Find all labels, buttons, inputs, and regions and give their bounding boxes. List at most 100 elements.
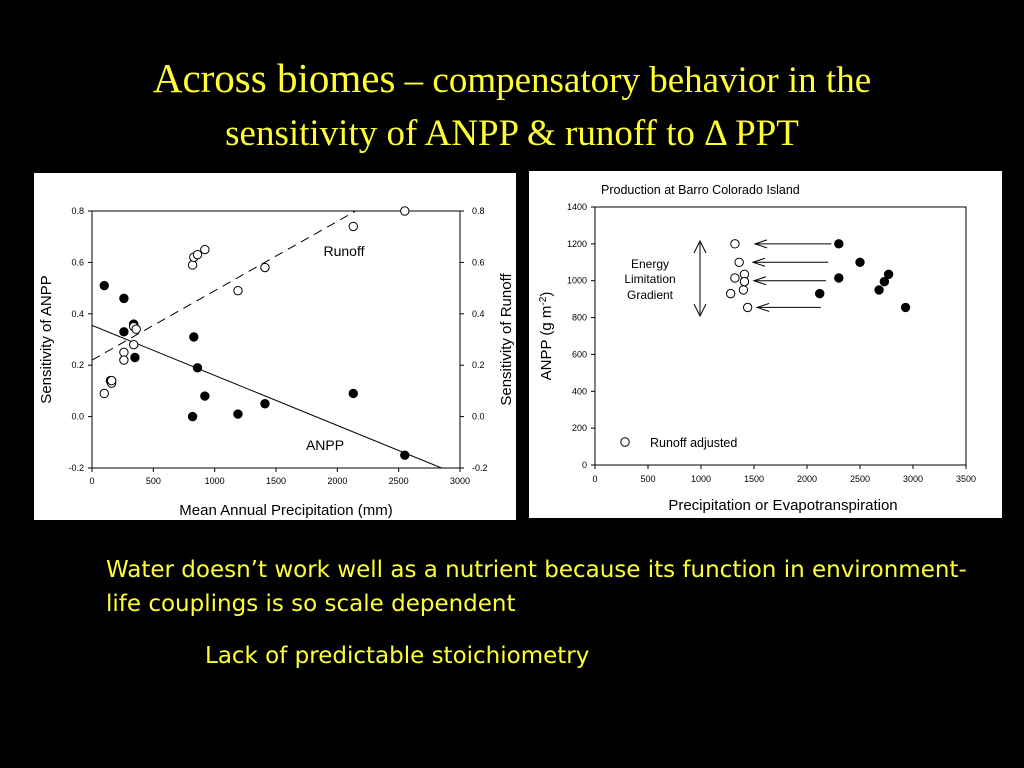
point-runoff-adjusted: [739, 276, 750, 287]
x-tick-label: 3000: [450, 476, 470, 486]
y-tick-label: 0.6: [71, 257, 84, 267]
point-anpp: [200, 391, 210, 401]
x-tick-label: 1500: [266, 476, 286, 486]
x-tick-label: 500: [640, 474, 655, 484]
point-anpp: [187, 411, 198, 422]
point-runoff: [400, 206, 410, 216]
shift-arrow-head: [755, 302, 770, 312]
point-runoff-adjusted: [742, 302, 753, 313]
x-tick-label: 2500: [389, 476, 409, 486]
point-runoff: [348, 221, 358, 232]
x-tick-label: 0: [592, 474, 597, 484]
x-tick-label: 3500: [956, 474, 976, 484]
x-tick-label: 3000: [903, 474, 923, 484]
legend-label: Runoff adjusted: [650, 436, 737, 450]
shift-arrow-head: [752, 276, 767, 286]
y-tick-label: 200: [572, 423, 587, 433]
y-tick-label: 1400: [567, 202, 587, 212]
y2-tick-label: -0.2: [472, 463, 488, 473]
point-runoff: [187, 260, 198, 270]
scale-dependence-text: Water doesn’t work well as a nutrient be…: [106, 557, 967, 617]
point-runoff: [200, 244, 210, 255]
y2-tick-label: 0.6: [472, 257, 485, 267]
y-tick-label: 0.4: [71, 309, 84, 319]
point-runoff-adjusted: [730, 273, 740, 283]
annotation-line-2: Limitation: [624, 272, 675, 286]
point-anpp: [233, 409, 243, 419]
y2-tick-label: 0.0: [472, 412, 485, 422]
point-runoff-adjusted: [734, 257, 744, 267]
plot-area: [92, 211, 442, 468]
x-tick-label: 2500: [850, 474, 870, 484]
y-tick-label: 800: [572, 313, 587, 323]
chart-title: Production at Barro Colorado Island: [601, 183, 800, 197]
title-continuation: – compensatory behavior in the: [395, 60, 872, 101]
point-observed: [879, 276, 890, 287]
title-line-2: sensitivity of ANPP & runoff to Δ PPT: [225, 113, 799, 154]
point-runoff: [119, 347, 129, 358]
point-runoff: [233, 285, 243, 296]
title-line-1: Across biomes – compensatory behavior in…: [0, 52, 1024, 107]
gradient-arrow-head-down: [693, 303, 707, 318]
y2-tick-label: 0.8: [472, 206, 485, 216]
point-runoff: [99, 388, 109, 399]
point-runoff: [260, 262, 270, 273]
point-runoff: [119, 355, 129, 365]
point-runoff: [131, 324, 141, 334]
y-tick-label: 0: [582, 460, 587, 470]
point-anpp: [130, 352, 140, 363]
y-tick-label: -0.2: [68, 463, 84, 473]
point-runoff-adjusted: [730, 239, 740, 249]
y-tick-label: 1200: [567, 239, 587, 249]
y-axis-label: Sensitivity of ANPP: [38, 275, 55, 403]
point-anpp: [348, 388, 358, 399]
annotation-line-3: Gradient: [627, 288, 674, 302]
point-anpp: [260, 399, 270, 409]
point-observed: [874, 285, 884, 295]
y2-tick-label: 0.4: [472, 309, 485, 319]
title-emphasis: Across biomes: [152, 55, 396, 101]
x-tick-label: 2000: [797, 474, 817, 484]
stoichiometry-text: Lack of predictable stoichiometry: [205, 643, 590, 669]
plot-frame: [91, 210, 461, 469]
x-tick-label: 500: [146, 476, 161, 486]
point-runoff: [106, 375, 117, 386]
shift-arrow-head: [751, 257, 766, 267]
shift-arrow-head: [753, 239, 768, 249]
point-anpp: [189, 332, 199, 342]
point-anpp: [119, 293, 129, 304]
y-tick-label: 400: [572, 386, 587, 396]
x-tick-label: 1000: [691, 474, 711, 484]
x-axis-label: Precipitation or Evapotranspiration: [668, 497, 897, 514]
point-runoff-adjusted: [738, 285, 749, 295]
legend-marker: [620, 437, 630, 447]
y-tick-label: 1000: [567, 276, 587, 286]
point-observed: [834, 273, 844, 283]
slide-title: Across biomes – compensatory behavior in…: [0, 52, 1024, 160]
fit-line-anpp: [92, 324, 442, 468]
point-observed: [900, 302, 911, 313]
x-axis-label: Mean Annual Precipitation (mm): [179, 502, 392, 519]
point-anpp: [192, 363, 203, 373]
barro-colorado-chart: Production at Barro Colorado Island 0 500 1…: [538, 183, 977, 514]
gradient-arrow-head-up: [693, 239, 707, 254]
point-anpp: [99, 280, 109, 291]
anpp-annotation: ANPP: [306, 437, 344, 453]
point-observed: [855, 257, 865, 267]
fit-line-runoff: [92, 211, 356, 361]
annotation-line-1: Energy: [631, 257, 669, 271]
point-runoff: [129, 339, 139, 350]
point-anpp: [119, 327, 129, 337]
point-observed: [834, 239, 844, 249]
sensitivity-chart: 0 500 1000 1500 2000 2500 3000-0.20.00.20.40.6…: [38, 206, 515, 519]
y-tick-label: 0.8: [71, 206, 84, 216]
point-runoff-adjusted: [725, 288, 736, 299]
point-runoff: [192, 249, 203, 260]
x-tick-label: 1000: [205, 476, 225, 486]
y-tick-label: 600: [572, 349, 587, 359]
y2-tick-label: 0.2: [472, 360, 485, 370]
y-axis-label: ANPP (g m-2): [538, 292, 556, 381]
plot-frame: [594, 206, 967, 466]
y2-axis-label: Sensitivity of Runoff: [498, 273, 515, 406]
barro-colorado-chart-panel: Production at Barro Colorado Island 0 500 1…: [529, 171, 1002, 518]
